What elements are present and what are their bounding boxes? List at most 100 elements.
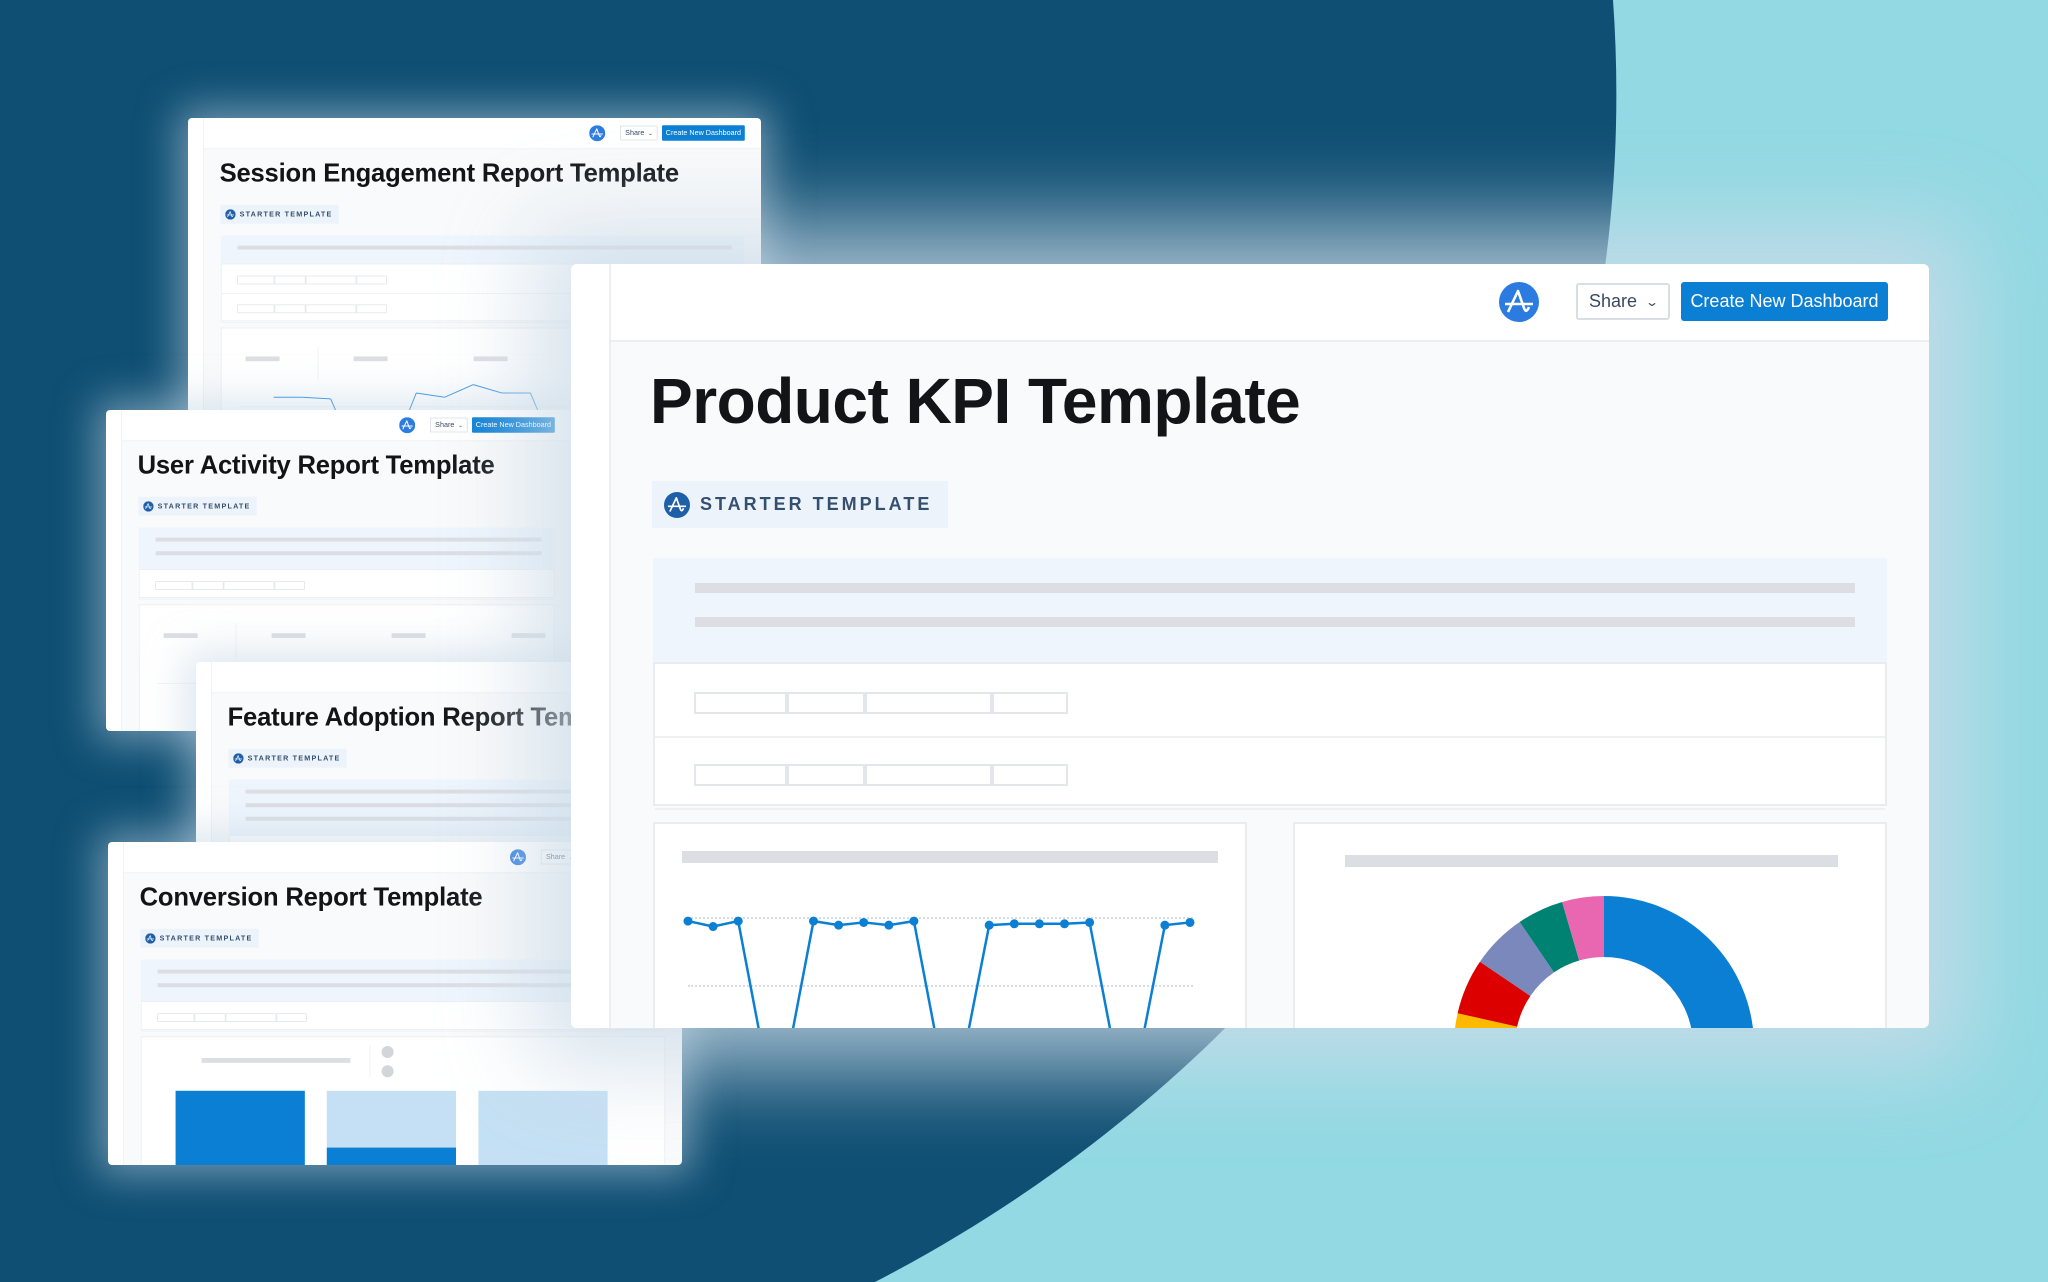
table-row	[221, 264, 744, 294]
kpi-label-placeholder	[391, 633, 426, 638]
line-segment	[791, 920, 815, 1028]
table-row	[655, 664, 1885, 738]
line-segment	[967, 924, 991, 1028]
logo-wrap[interactable]	[399, 417, 416, 435]
badge-label: STARTER TEMPLATE	[157, 502, 251, 510]
data-point	[733, 916, 743, 926]
description-placeholder-line	[695, 583, 1855, 593]
legend-dot	[381, 1065, 394, 1078]
data-point	[1160, 920, 1170, 930]
badge-label: STARTER TEMPLATE	[239, 210, 333, 218]
data-point	[683, 916, 693, 926]
starter-template-badge: STARTER TEMPLATE	[140, 928, 259, 948]
data-point	[984, 920, 994, 930]
logo-wrap[interactable]	[510, 849, 526, 867]
kpi-divider	[317, 346, 319, 381]
create-new-dashboard-button[interactable]: Create New Dashboard	[662, 125, 745, 141]
page-title: Product KPI Template	[650, 365, 1301, 437]
data-point	[1034, 919, 1044, 929]
kpi-label-placeholder	[353, 356, 388, 362]
line-segment	[912, 920, 936, 1028]
kpi-divider	[235, 623, 237, 658]
table-cell	[992, 692, 1068, 714]
table-cell	[305, 304, 357, 314]
kpi-label-placeholder	[511, 633, 546, 638]
sidebar	[188, 118, 204, 440]
data-point	[834, 920, 844, 930]
table-cell	[865, 692, 992, 714]
amplitude-logo-icon[interactable]	[589, 125, 606, 142]
data-point	[909, 916, 919, 926]
donut-chart	[1455, 896, 1753, 1028]
amplitude-logo-icon[interactable]	[399, 417, 416, 434]
amplitude-badge-icon	[664, 491, 690, 518]
starter-template-badge: STARTER TEMPLATE	[228, 748, 347, 768]
table-cell	[223, 581, 275, 590]
donut-slice	[1604, 896, 1753, 1028]
table-block	[138, 569, 555, 600]
page-title: Conversion Report Template	[139, 882, 483, 912]
main-line-chart	[683, 916, 1195, 1028]
bar	[326, 1147, 456, 1165]
table-cell	[274, 581, 305, 590]
table-cell	[787, 692, 865, 714]
amplitude-logo-icon[interactable]	[510, 849, 526, 866]
table-cell	[274, 275, 306, 285]
logo-wrap[interactable]	[589, 125, 606, 143]
sidebar	[571, 264, 611, 1028]
bar-background	[478, 1090, 608, 1165]
line-segment	[444, 384, 474, 398]
badge-label: STARTER TEMPLATE	[247, 754, 341, 762]
description-placeholder-line	[155, 551, 542, 556]
table-cell	[276, 1013, 307, 1022]
data-point	[884, 920, 894, 930]
table-row	[221, 293, 744, 323]
donut-chart-card	[1293, 822, 1887, 1028]
amplitude-badge-icon	[225, 209, 236, 220]
create-new-dashboard-button[interactable]: Create New Dashboard	[1681, 282, 1888, 321]
table-row	[139, 570, 554, 600]
line-segment	[1143, 924, 1167, 1028]
donut-slice	[1479, 921, 1554, 996]
card-header: Create New Dashboard Share⌄	[571, 264, 1929, 342]
table-cell	[865, 764, 992, 786]
card-body: Create New Dashboard Share ⌄ Product KPI Te…	[571, 264, 1929, 1028]
amplitude-logo-icon[interactable]	[1499, 282, 1539, 322]
amplitude-badge-icon	[233, 753, 244, 764]
description-block	[220, 235, 745, 264]
table-cell	[787, 764, 865, 786]
share-button[interactable]: Share⌄	[620, 125, 658, 141]
kpi-label-placeholder	[245, 356, 280, 362]
table-cell	[237, 275, 275, 285]
share-button[interactable]: Share⌄	[430, 417, 468, 433]
product-kpi-card[interactable]: Create New Dashboard Share ⌄ Product KPI Te…	[571, 264, 1929, 1028]
line-segment	[1088, 922, 1112, 1028]
description-placeholder-line	[155, 537, 542, 542]
logo-wrap[interactable]	[1499, 282, 1539, 327]
data-point	[1009, 919, 1019, 929]
chart-card	[140, 1036, 666, 1165]
donut-slice	[1457, 961, 1531, 1027]
description-placeholder-line	[157, 983, 653, 988]
data-point	[1085, 917, 1095, 927]
share-label: Share	[625, 128, 645, 137]
create-new-dashboard-button[interactable]: Create New Dashboard	[472, 417, 555, 433]
line-segment	[736, 920, 760, 1028]
badge-label: STARTER TEMPLATE	[700, 494, 933, 514]
table-cell	[356, 275, 387, 285]
starter-template-badge: STARTER TEMPLATE	[652, 481, 949, 528]
share-button[interactable]: Share⌄	[1576, 283, 1670, 320]
session-engagement-card[interactable]: Create New Dashboard Share ⌄ Session Engage…	[188, 118, 761, 440]
table-row	[655, 736, 1885, 810]
chart-title-placeholder	[1345, 855, 1838, 867]
description-placeholder-line	[245, 789, 767, 794]
grid-line	[239, 406, 728, 408]
table-cell	[992, 764, 1068, 786]
table-cell	[305, 275, 357, 285]
description-block	[138, 527, 555, 570]
description-placeholder-line	[695, 617, 1855, 627]
line-chart-card	[653, 822, 1247, 1028]
chevron-down-icon: ⌄	[647, 130, 654, 136]
